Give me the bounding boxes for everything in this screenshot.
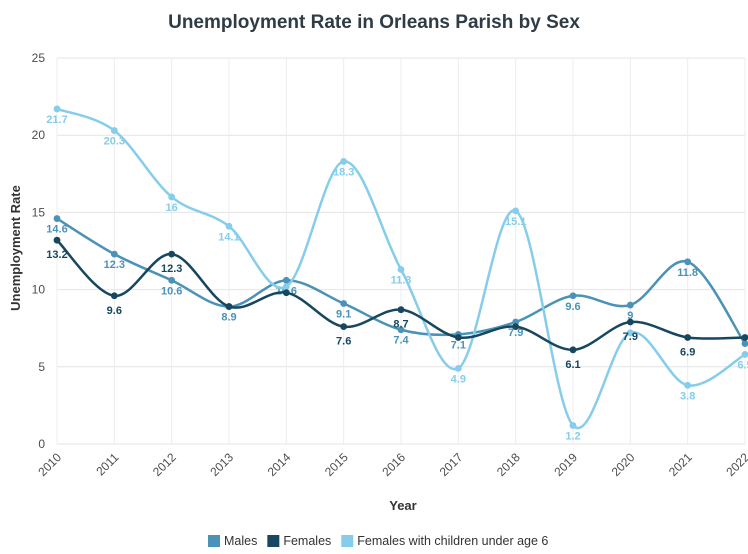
data-label: 4.9 (451, 373, 466, 385)
data-point (168, 194, 175, 201)
data-point (226, 223, 233, 230)
x-tick-label: 2020 (609, 450, 638, 479)
y-tick-label: 0 (38, 437, 45, 451)
legend-swatch (208, 535, 220, 547)
data-point (684, 334, 691, 341)
data-point (398, 306, 405, 313)
data-point (54, 215, 61, 222)
x-tick-label: 2017 (437, 450, 466, 479)
data-point (340, 323, 347, 330)
x-tick-label: 2022 (723, 450, 748, 479)
data-label: 8.9 (221, 312, 236, 324)
data-label: 6.1 (565, 359, 580, 371)
data-point (627, 302, 634, 309)
data-label: 11.3 (391, 275, 412, 287)
data-label: 18.3 (333, 166, 354, 178)
series-females-with-children-under-age-6: 21.7 20.3 16 14.1 18.3 11.3 4.9 15.1 1.2 3.8 6.5 (46, 106, 748, 443)
data-label: 11.8 (677, 267, 698, 279)
data-label: 16 (166, 202, 178, 214)
legend-label: Females (283, 534, 331, 548)
chart-title: Unemployment Rate in Orleans Parish by S… (168, 12, 580, 33)
data-label: 10.6 (161, 285, 182, 297)
y-tick-label: 20 (32, 128, 46, 142)
data-label: 12.3 (161, 263, 182, 275)
data-label: 21.7 (46, 114, 67, 126)
x-tick-label: 2021 (666, 450, 695, 479)
data-label: 7.4 (393, 335, 409, 347)
legend-label: Males (224, 534, 257, 548)
legend-swatch (267, 535, 279, 547)
series-layer: 14.612.310.68.910.69.17.47.17.99.6911.82… (46, 106, 748, 443)
data-point (455, 365, 462, 372)
data-label: 13.2 (46, 249, 67, 261)
data-label: 9.1 (336, 308, 351, 320)
x-tick-label: 2015 (322, 450, 351, 479)
data-label: 14.6 (46, 224, 67, 236)
data-point (111, 127, 118, 134)
data-point (398, 266, 405, 273)
data-point (54, 106, 61, 113)
legend-item: Females (267, 534, 331, 548)
data-point (283, 277, 290, 284)
data-point (340, 158, 347, 165)
legend-item: Males (208, 534, 257, 548)
x-tick-label: 2010 (35, 450, 64, 479)
data-point (684, 382, 691, 389)
y-tick-label: 15 (32, 205, 46, 219)
data-point (570, 292, 577, 299)
data-label: 7.9 (623, 331, 638, 343)
x-tick-label: 2016 (379, 450, 408, 479)
data-point (226, 303, 233, 310)
legend-label: Females with children under age 6 (357, 534, 548, 548)
x-tick-label: 2018 (494, 450, 523, 479)
data-label: 9.6 (565, 301, 580, 313)
data-point (283, 283, 290, 290)
legend-swatch (341, 535, 353, 547)
data-label: 20.3 (104, 136, 125, 148)
data-point (570, 422, 577, 429)
data-label: 3.8 (680, 390, 695, 402)
data-point (512, 207, 519, 214)
data-point (283, 289, 290, 296)
x-tick-label: 2014 (265, 450, 294, 479)
x-tick-label: 2019 (551, 450, 580, 479)
data-label: 1.2 (565, 430, 580, 442)
data-point (627, 319, 634, 326)
x-tick-label: 2013 (207, 450, 236, 479)
data-label: 12.3 (104, 259, 125, 271)
data-label: 7.1 (451, 339, 466, 351)
data-point (570, 346, 577, 353)
data-point (340, 300, 347, 307)
y-axis-title: Unemployment Rate (8, 185, 23, 311)
x-tick-label: 2011 (93, 450, 121, 478)
data-point (455, 334, 462, 341)
y-tick-label: 10 (32, 283, 46, 297)
legend: Males Females Females with children under … (208, 534, 548, 548)
data-point (54, 237, 61, 244)
data-point (111, 251, 118, 258)
data-point (111, 292, 118, 299)
x-axis-ticks: 2010 2011 2012 2013 2014 2015 2016 2017 2018 2019… (35, 450, 748, 479)
y-tick-label: 5 (38, 360, 45, 374)
data-label: 6.5 (737, 359, 748, 371)
data-label: 6.9 (680, 346, 695, 358)
gridlines (57, 58, 745, 444)
data-label: 14.1 (218, 231, 239, 243)
x-axis-title: Year (389, 498, 416, 513)
data-label: 15.1 (505, 216, 526, 228)
data-label: 7.6 (336, 336, 351, 348)
data-point (684, 258, 691, 265)
data-label: 8.7 (393, 319, 408, 331)
series-females: 13.2 9.6 12.3 7.6 8.7 6.1 7.9 6.9 (46, 237, 748, 371)
legend-item: Females with children under age 6 (341, 534, 548, 548)
y-axis-ticks: 0 5 10 15 20 25 (32, 51, 46, 451)
data-point (168, 277, 175, 284)
data-point (168, 251, 175, 258)
data-point (512, 323, 519, 330)
x-tick-label: 2012 (150, 450, 179, 479)
y-tick-label: 25 (32, 51, 46, 65)
data-label: 9.6 (107, 305, 122, 317)
